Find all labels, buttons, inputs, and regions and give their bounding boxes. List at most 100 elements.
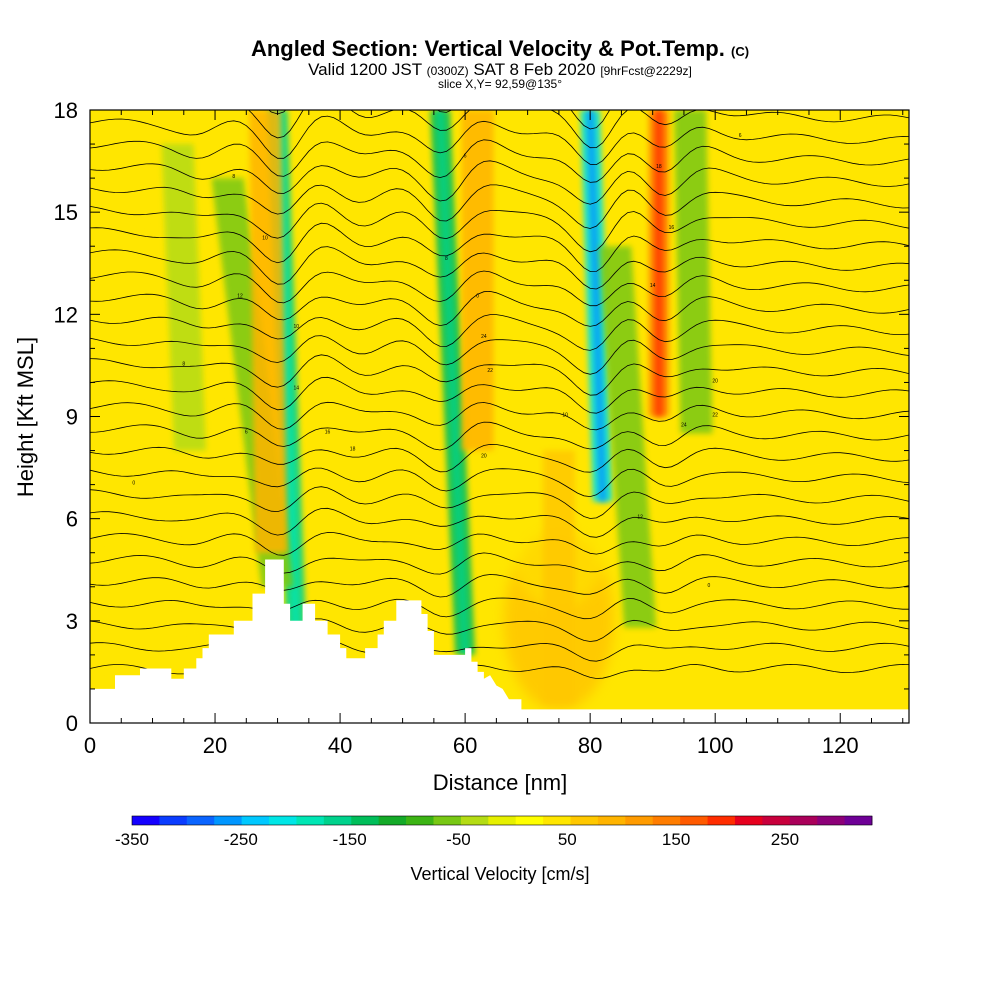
subtitle-date: SAT 8 Feb 2020	[473, 60, 596, 79]
theta-contour-13	[90, 376, 909, 414]
x-axis-label: Distance [nm]	[433, 770, 568, 795]
title-main: Angled Section: Vertical Velocity & Pot.…	[250, 36, 725, 61]
colorbar-swatch	[543, 816, 571, 825]
theta-label: 6	[245, 430, 248, 436]
velocity-band-core-7	[654, 110, 663, 417]
theta-contour-9	[90, 467, 909, 498]
colorbar-swatch	[707, 816, 736, 825]
theta-contours	[90, 110, 909, 682]
colorbar-swatch	[488, 816, 517, 825]
theta-label: 10	[294, 324, 300, 330]
colorbar-swatch	[817, 816, 845, 825]
y-tick-label: 9	[66, 405, 78, 430]
x-tick-label: 0	[84, 733, 96, 758]
theta-label: 0	[476, 293, 479, 299]
colorbar-swatch	[597, 816, 626, 825]
theta-contour-17	[90, 290, 909, 327]
slice-info: slice X,Y= 92,59@135°	[437, 77, 563, 91]
theta-contour-25	[90, 115, 909, 166]
y-tick-label: 0	[66, 711, 78, 736]
colorbar-frame	[131, 815, 873, 826]
x-tick-label: 20	[203, 733, 227, 758]
x-tick-label: 60	[453, 733, 477, 758]
colorbar-swatch	[789, 816, 818, 825]
title-unit: (C)	[731, 44, 750, 59]
velocity-band-4	[461, 110, 494, 451]
theta-label: 8	[232, 174, 235, 180]
velocity-band-9	[674, 110, 713, 434]
colorbar-swatch	[433, 816, 462, 825]
colorbar-title: Vertical Velocity [cm/s]	[410, 864, 589, 884]
terrain	[90, 559, 909, 723]
theta-label: 20	[481, 453, 487, 459]
theta-contour-14	[90, 354, 909, 396]
x-tick-label: 40	[328, 733, 352, 758]
subtitle-forecast: [9hrFcst@2229z]	[600, 64, 692, 78]
x-tick-label: 120	[822, 733, 859, 758]
colorbar-swatch	[269, 816, 297, 825]
chart-subtitle: Valid 1200 JST (0300Z) SAT 8 Feb 2020 [9…	[0, 60, 1000, 80]
theta-contour-11	[90, 421, 909, 451]
colorbar-tick-label: -150	[333, 830, 367, 849]
theta-label: 12	[637, 515, 643, 521]
theta-contour-23	[90, 160, 909, 205]
colorbar-tick-label: -250	[224, 830, 258, 849]
x-tick-label: 80	[578, 733, 602, 758]
colorbar-tick-label: 150	[662, 830, 690, 849]
colorbar-tick-label: -350	[115, 830, 149, 849]
theta-label: 18	[656, 164, 662, 170]
velocity-band-2	[249, 110, 288, 553]
chart-title: Angled Section: Vertical Velocity & Pot.…	[0, 36, 1000, 62]
theta-contour-20	[90, 222, 909, 272]
colorbar-swatch	[378, 816, 407, 825]
colorbar-swatch	[323, 816, 352, 825]
theta-contour-6	[90, 532, 909, 556]
colorbar-swatch	[351, 816, 380, 825]
colorbar-swatch	[652, 816, 681, 825]
plot-area: 0 6 8 10 12 14 16 18 20 22 24 0 6 8 10 12 14 16 18 20 22 24 0 6…	[90, 110, 909, 723]
x-axis: 0 20 40 60 80 100 120	[84, 110, 904, 758]
theta-contour-15	[90, 335, 909, 375]
theta-label: 24	[481, 334, 487, 340]
theta-label: 20	[712, 378, 718, 384]
theta-contour-3	[90, 597, 909, 620]
y-tick-label: 12	[54, 302, 78, 327]
theta-label: 8	[182, 361, 185, 367]
subtitle-valid: Valid 1200 JST	[308, 60, 422, 79]
theta-label: 22	[712, 413, 718, 419]
theta-contour-2	[90, 618, 909, 642]
theta-label: 24	[681, 423, 687, 429]
velocity-bands	[161, 110, 713, 703]
colorbar-swatch	[570, 816, 599, 825]
colorbar-swatch	[132, 816, 160, 825]
colorbar-swatch	[460, 816, 489, 825]
theta-contour-5	[90, 552, 909, 575]
y-tick-label: 3	[66, 609, 78, 634]
theta-label: 0	[708, 583, 711, 589]
colorbar-swatch	[625, 816, 654, 825]
colorbar-swatch	[844, 816, 873, 825]
y-axis: 0 3 6 9 12 15 18	[54, 98, 909, 736]
theta-contour-7	[90, 507, 909, 538]
theta-contour-12	[90, 401, 909, 431]
x-tick-label: 100	[697, 733, 734, 758]
colorbar: -350 -250 -150 -50 50 150 250	[115, 815, 873, 849]
velocity-band-6	[599, 246, 657, 628]
theta-contour-10	[90, 443, 909, 473]
colorbar-swatch	[159, 816, 188, 825]
colorbar-swatch	[214, 816, 243, 825]
theta-contour-4	[90, 574, 909, 598]
velocity-blob-5	[335, 224, 446, 405]
theta-contour-22	[90, 184, 909, 229]
y-tick-label: 18	[54, 98, 78, 123]
theta-label: 12	[237, 293, 243, 299]
theta-label: 6	[464, 154, 467, 160]
theta-contour-24	[90, 139, 909, 183]
velocity-blob-4	[660, 224, 771, 405]
velocity-blob-8	[472, 156, 583, 337]
theta-contour-19	[90, 246, 909, 290]
theta-contour-labels: 0 6 8 10 12 14 16 18 20 22 24 0 6 8 10 12 14 16 18 20 22 24 0 6…	[132, 133, 741, 589]
theta-label: 0	[132, 481, 135, 487]
colorbar-swatch	[762, 816, 791, 825]
